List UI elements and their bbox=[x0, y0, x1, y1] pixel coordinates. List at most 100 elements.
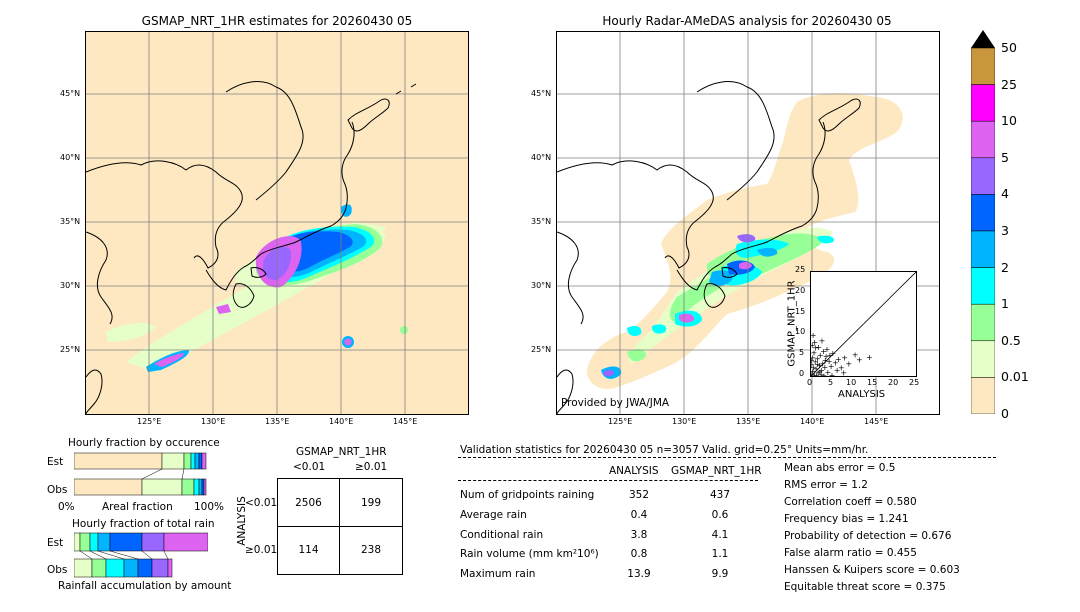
scatter-point: + bbox=[811, 370, 815, 376]
contingency-table: 2506 199 114 238 bbox=[277, 478, 403, 575]
left-gridlines bbox=[86, 32, 468, 414]
score-2: Correlation coeff = 0.580 bbox=[784, 496, 917, 508]
scatter-point: + bbox=[811, 363, 817, 372]
validation-divider bbox=[458, 457, 996, 458]
row-analysis-2: 3.8 bbox=[630, 529, 648, 541]
inset-y-tick-15: 15 bbox=[795, 307, 806, 316]
cell-lt-lt: 2506 bbox=[295, 497, 322, 509]
scatter-point: + bbox=[820, 347, 827, 356]
scatter-point: + bbox=[814, 360, 821, 369]
right-map-svg bbox=[557, 32, 939, 414]
left-lat-35: 35°N bbox=[60, 217, 81, 226]
scatter-point: + bbox=[827, 351, 834, 360]
colorbar-label: 25 bbox=[1001, 76, 1017, 92]
scatter-point: + bbox=[845, 360, 852, 369]
right-lon-130: 130°E bbox=[672, 417, 697, 426]
rain-title: Hourly fraction of total rain bbox=[72, 518, 215, 530]
scatter-point: + bbox=[866, 353, 873, 362]
inset-y-tick-0: 0 bbox=[799, 369, 805, 378]
occ-chart bbox=[73, 451, 208, 499]
scatter-point: + bbox=[818, 366, 825, 375]
right-lon-145: 145°E bbox=[864, 417, 889, 426]
row-analysis-3: 0.8 bbox=[630, 548, 648, 560]
row-gsmap-1: 0.6 bbox=[711, 509, 729, 521]
colorbar-block bbox=[970, 120, 996, 159]
right-lon-125: 125°E bbox=[608, 417, 633, 426]
colorbar-arrow bbox=[971, 30, 995, 48]
rain-est-label: Est bbox=[47, 537, 64, 549]
colorbar-svg bbox=[970, 30, 996, 415]
scatter-point: + bbox=[819, 337, 826, 346]
scatter-point: + bbox=[852, 350, 859, 359]
scatter-point: + bbox=[818, 370, 825, 376]
inset-ylabel: GSMAP_NRT_1HR bbox=[786, 280, 798, 367]
inset-x-tick-15: 15 bbox=[867, 378, 878, 387]
left-lat-25: 25°N bbox=[60, 345, 81, 354]
cell-ge-ge: 238 bbox=[360, 544, 382, 556]
occ-axis-right: 100% bbox=[194, 501, 225, 513]
inset-xlabel: ANALYSIS bbox=[838, 389, 886, 400]
scatter-point: + bbox=[822, 363, 829, 372]
inset-y-tick-5: 5 bbox=[799, 348, 805, 357]
inset-x-tick-20: 20 bbox=[888, 378, 899, 387]
inset-y-tick-10: 10 bbox=[795, 327, 806, 336]
right-lat-30: 30°N bbox=[531, 281, 552, 290]
colorbar-block bbox=[970, 84, 996, 122]
rain-svg bbox=[73, 532, 209, 578]
scatter-point: + bbox=[835, 355, 842, 364]
inset-x-tick-10: 10 bbox=[846, 378, 857, 387]
occ-obs-label: Obs bbox=[47, 484, 68, 496]
colorbar-label: 0 bbox=[1001, 406, 1009, 421]
scatter-point: + bbox=[813, 365, 820, 374]
occ-axis-mid: Areal fraction bbox=[102, 501, 173, 513]
row-analysis-0: 352 bbox=[628, 489, 650, 501]
contingency-col-ge: ≥0.01 bbox=[355, 461, 388, 473]
colorbar-block bbox=[970, 194, 996, 232]
colorbar-label: 3 bbox=[1001, 223, 1009, 238]
score-6: Hanssen & Kuipers score = 0.603 bbox=[784, 564, 960, 576]
scatter-point: + bbox=[829, 371, 836, 376]
occ-svg bbox=[73, 452, 207, 496]
right-coverage bbox=[587, 93, 903, 389]
inset-y-tick-25: 25 bbox=[795, 265, 806, 274]
scatter-point: + bbox=[811, 341, 816, 350]
scatter-point: + bbox=[815, 343, 822, 352]
scatter-point: + bbox=[840, 369, 847, 376]
scatter-point: + bbox=[856, 355, 863, 364]
contingency-row-lt: <0.01 bbox=[245, 497, 278, 509]
row-label-2: Conditional rain bbox=[460, 529, 544, 541]
scatter-point: + bbox=[838, 364, 845, 373]
scatter-point: + bbox=[824, 345, 831, 354]
rain-obs-label: Obs bbox=[47, 564, 68, 576]
scatter-point: + bbox=[819, 360, 826, 369]
row-analysis-4: 13.9 bbox=[627, 568, 651, 580]
score-4: Probability of detection = 0.676 bbox=[784, 530, 952, 542]
occ-axis-left: 0% bbox=[58, 501, 75, 513]
scatter-point: + bbox=[814, 355, 821, 364]
scatter-point: + bbox=[817, 351, 824, 360]
scatter-svg: ++++++++++++++++++++++++++ ++++++++++++ ++… bbox=[808, 271, 917, 381]
scatter-point: + bbox=[812, 344, 819, 353]
scatter-point: + bbox=[812, 357, 819, 366]
inset-x-tick-5: 5 bbox=[828, 378, 834, 387]
right-map-title: Hourly Radar-AMeDAS analysis for 2026043… bbox=[602, 14, 892, 28]
scatter-point: + bbox=[828, 362, 835, 371]
left-lon-130: 130°E bbox=[201, 417, 226, 426]
left-rain-areas bbox=[106, 204, 408, 372]
right-lat-45: 45°N bbox=[531, 89, 552, 98]
col-analysis: ANALYSIS bbox=[609, 465, 659, 477]
scatter-point: + bbox=[834, 366, 841, 375]
row-analysis-1: 0.4 bbox=[630, 509, 648, 521]
scatter-point: + bbox=[811, 367, 816, 376]
scatter-diagonal bbox=[810, 271, 917, 377]
scatter-point: + bbox=[824, 368, 831, 376]
colorbar-block bbox=[970, 377, 996, 415]
colorbar-label: 0.5 bbox=[1001, 332, 1021, 348]
colorbar-label: 5 bbox=[1001, 149, 1009, 165]
row-label-3: Rain volume (mm km²10⁶) bbox=[460, 548, 599, 560]
scatter-point: + bbox=[811, 356, 815, 365]
scatter-point: + bbox=[811, 331, 816, 340]
colorbar-block bbox=[970, 267, 996, 305]
colorbar-label: 10 bbox=[1001, 113, 1017, 129]
scatter-point: + bbox=[813, 371, 820, 376]
